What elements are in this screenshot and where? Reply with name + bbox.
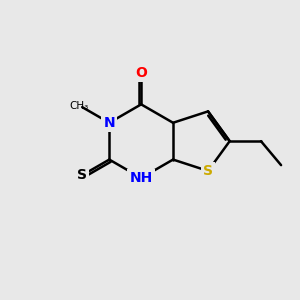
Text: CH₃: CH₃	[70, 100, 89, 111]
Text: S: S	[77, 168, 87, 182]
Text: S: S	[203, 164, 213, 178]
Text: NH: NH	[130, 171, 153, 185]
Text: O: O	[135, 66, 147, 80]
Text: N: N	[103, 116, 115, 130]
